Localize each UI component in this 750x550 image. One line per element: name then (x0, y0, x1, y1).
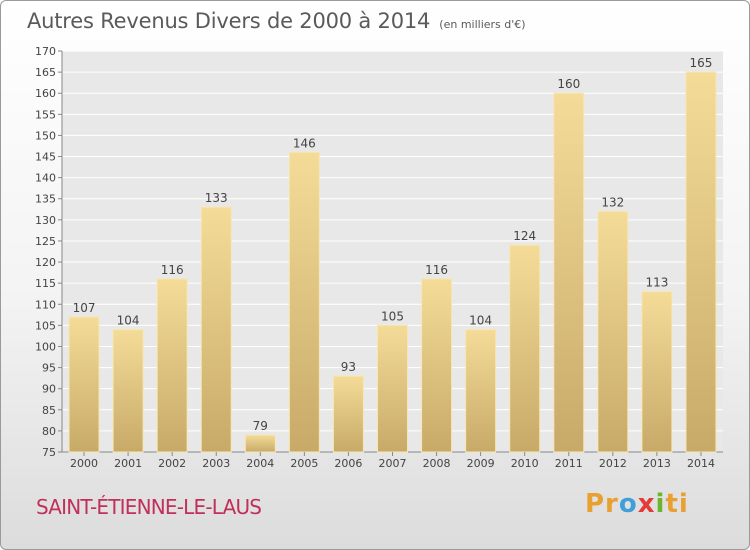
y-tick-label: 100 (35, 340, 56, 353)
y-tick-label: 140 (35, 172, 56, 185)
data-label: 104 (469, 314, 492, 328)
bar (685, 71, 717, 453)
data-label: 132 (601, 195, 624, 209)
y-tick-label: 90 (42, 383, 56, 396)
proxiti-logo: Proxiti (585, 489, 689, 519)
y-tick-label: 125 (35, 235, 56, 248)
y-tick-label: 135 (35, 193, 56, 206)
bar (68, 316, 100, 453)
chart-title-text: Autres Revenus Divers de 2000 à 2014 (27, 9, 431, 33)
bar (288, 151, 320, 453)
x-tick-label: 2013 (643, 457, 671, 470)
x-tick-label: 2007 (379, 457, 407, 470)
x-tick-label: 2009 (467, 457, 495, 470)
x-tick-label: 2000 (70, 457, 98, 470)
logo-part: o (618, 489, 638, 519)
y-tick-label: 130 (35, 214, 56, 227)
data-label: 104 (117, 314, 140, 328)
x-tick-label: 2002 (158, 457, 186, 470)
data-label: 105 (381, 309, 404, 323)
y-tick-label: 110 (35, 298, 56, 311)
x-tick-label: 2012 (599, 457, 627, 470)
y-tick-label: 155 (35, 108, 56, 121)
y-tick-label: 95 (42, 362, 56, 375)
bar (200, 206, 232, 453)
bar (509, 244, 541, 453)
data-label: 124 (513, 229, 536, 243)
data-label: 116 (425, 263, 448, 277)
x-tick-label: 2014 (687, 457, 715, 470)
x-tick-label: 2008 (423, 457, 451, 470)
logo-part: x (637, 489, 656, 519)
x-tick-label: 2003 (202, 457, 230, 470)
logo-part: ti (665, 489, 689, 519)
chart-title: Autres Revenus Divers de 2000 à 2014 (en… (27, 9, 526, 33)
logo-part: Pr (585, 489, 619, 519)
data-label: 165 (690, 56, 713, 70)
bar (641, 291, 673, 453)
bar (465, 329, 497, 453)
data-label: 146 (293, 136, 316, 150)
bar (244, 434, 276, 453)
data-label: 160 (557, 77, 580, 91)
y-tick-label: 115 (35, 277, 56, 290)
commune-name: SAINT-ÉTIENNE-LE-LAUS (36, 495, 262, 519)
y-tick-label: 150 (35, 129, 56, 142)
y-tick-label: 85 (42, 404, 56, 417)
x-tick-label: 2004 (246, 457, 274, 470)
x-tick-label: 2001 (114, 457, 142, 470)
logo-part: i (655, 489, 666, 519)
bar (597, 210, 629, 453)
data-label: 133 (205, 191, 228, 205)
data-label: 107 (73, 301, 96, 315)
y-tick-label: 170 (35, 45, 56, 58)
data-label: 79 (253, 419, 268, 433)
bar (156, 278, 188, 453)
data-label: 113 (645, 276, 668, 290)
bar (553, 92, 585, 453)
data-label: 93 (341, 360, 356, 374)
y-tick-label: 80 (42, 425, 56, 438)
y-tick-label: 120 (35, 256, 56, 269)
x-tick-label: 2010 (511, 457, 539, 470)
x-tick-label: 2005 (290, 457, 318, 470)
y-tick-label: 105 (35, 319, 56, 332)
bar (112, 329, 144, 453)
bar (377, 324, 408, 453)
y-tick-label: 160 (35, 87, 56, 100)
bar (421, 278, 453, 453)
bar (332, 375, 364, 453)
x-tick-label: 2006 (334, 457, 362, 470)
chart-unit-note: (en milliers d'€) (439, 18, 526, 31)
y-tick-label: 75 (42, 446, 56, 459)
data-label: 116 (161, 263, 184, 277)
y-tick-label: 165 (35, 66, 56, 79)
y-tick-label: 145 (35, 151, 56, 164)
x-tick-label: 2011 (555, 457, 583, 470)
